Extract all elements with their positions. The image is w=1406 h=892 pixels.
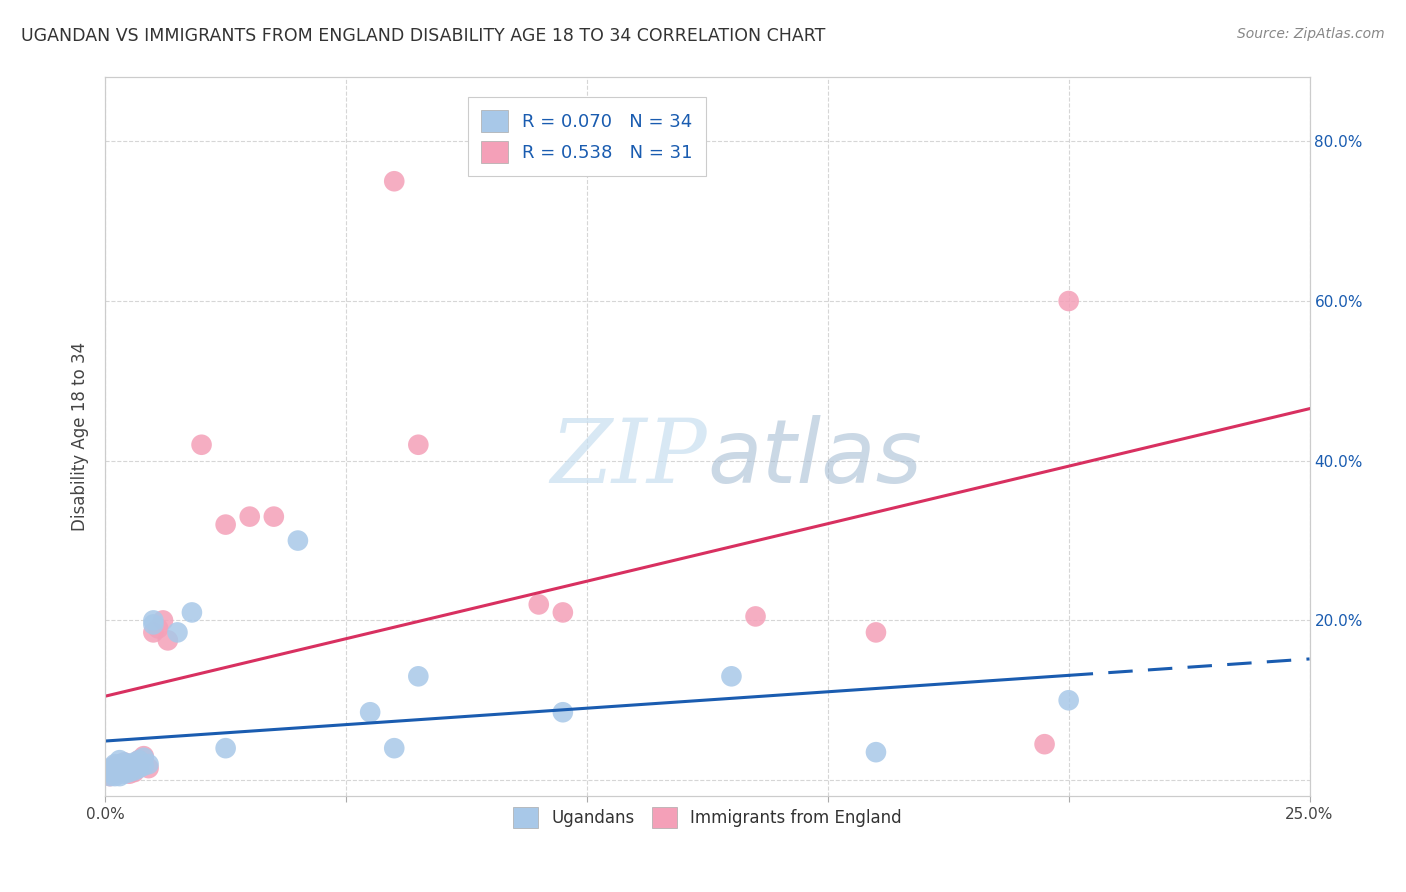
Point: [114, 756, 136, 770]
Point: [108, 769, 131, 783]
Point: [104, 757, 127, 772]
Text: UGANDAN VS IMMIGRANTS FROM ENGLAND DISABILITY AGE 18 TO 34 CORRELATION CHART: UGANDAN VS IMMIGRANTS FROM ENGLAND DISAB…: [21, 27, 825, 45]
Point: [239, 509, 262, 524]
Point: [865, 625, 887, 640]
Point: [142, 614, 165, 628]
Point: [382, 174, 405, 188]
Point: [114, 756, 136, 770]
Text: atlas: atlas: [707, 416, 922, 501]
Point: [98, 764, 121, 778]
Point: [214, 517, 236, 532]
Point: [122, 757, 145, 772]
Point: [190, 438, 212, 452]
Point: [108, 761, 131, 775]
Point: [1057, 293, 1080, 308]
Point: [132, 751, 155, 765]
Point: [98, 769, 121, 783]
Point: [104, 769, 127, 783]
Point: [118, 757, 141, 772]
Y-axis label: Disability Age 18 to 34: Disability Age 18 to 34: [72, 343, 89, 532]
Point: [118, 758, 141, 772]
Text: ZIP: ZIP: [551, 415, 707, 502]
Point: [98, 769, 121, 783]
Point: [359, 705, 381, 719]
Point: [551, 606, 574, 620]
Point: [118, 765, 141, 780]
Point: [108, 753, 131, 767]
Point: [382, 741, 405, 756]
Point: [142, 625, 165, 640]
Point: [551, 705, 574, 719]
Point: [152, 614, 174, 628]
Point: [156, 633, 179, 648]
Point: [98, 761, 121, 775]
Point: [720, 669, 742, 683]
Point: [138, 757, 160, 772]
Point: [122, 756, 145, 770]
Point: [104, 758, 127, 772]
Point: [118, 766, 141, 780]
Point: [166, 625, 188, 640]
Legend: Ugandans, Immigrants from England: Ugandans, Immigrants from England: [506, 801, 908, 835]
Point: [132, 749, 155, 764]
Point: [1033, 737, 1056, 751]
Point: [98, 765, 121, 780]
Point: [138, 761, 160, 775]
Point: [408, 438, 430, 452]
Point: [287, 533, 309, 548]
Point: [128, 761, 150, 775]
Point: [181, 606, 204, 620]
Point: [104, 764, 127, 778]
Point: [214, 741, 236, 756]
Point: [104, 766, 127, 780]
Point: [132, 758, 155, 772]
Point: [744, 609, 766, 624]
Point: [108, 765, 131, 780]
Point: [527, 598, 550, 612]
Text: Source: ZipAtlas.com: Source: ZipAtlas.com: [1237, 27, 1385, 41]
Point: [108, 757, 131, 772]
Point: [128, 753, 150, 767]
Point: [148, 621, 170, 635]
Point: [114, 764, 136, 778]
Point: [128, 753, 150, 767]
Point: [114, 758, 136, 772]
Point: [142, 617, 165, 632]
Point: [263, 509, 285, 524]
Point: [122, 764, 145, 778]
Point: [865, 745, 887, 759]
Point: [114, 766, 136, 780]
Point: [408, 669, 430, 683]
Point: [1057, 693, 1080, 707]
Point: [122, 765, 145, 780]
